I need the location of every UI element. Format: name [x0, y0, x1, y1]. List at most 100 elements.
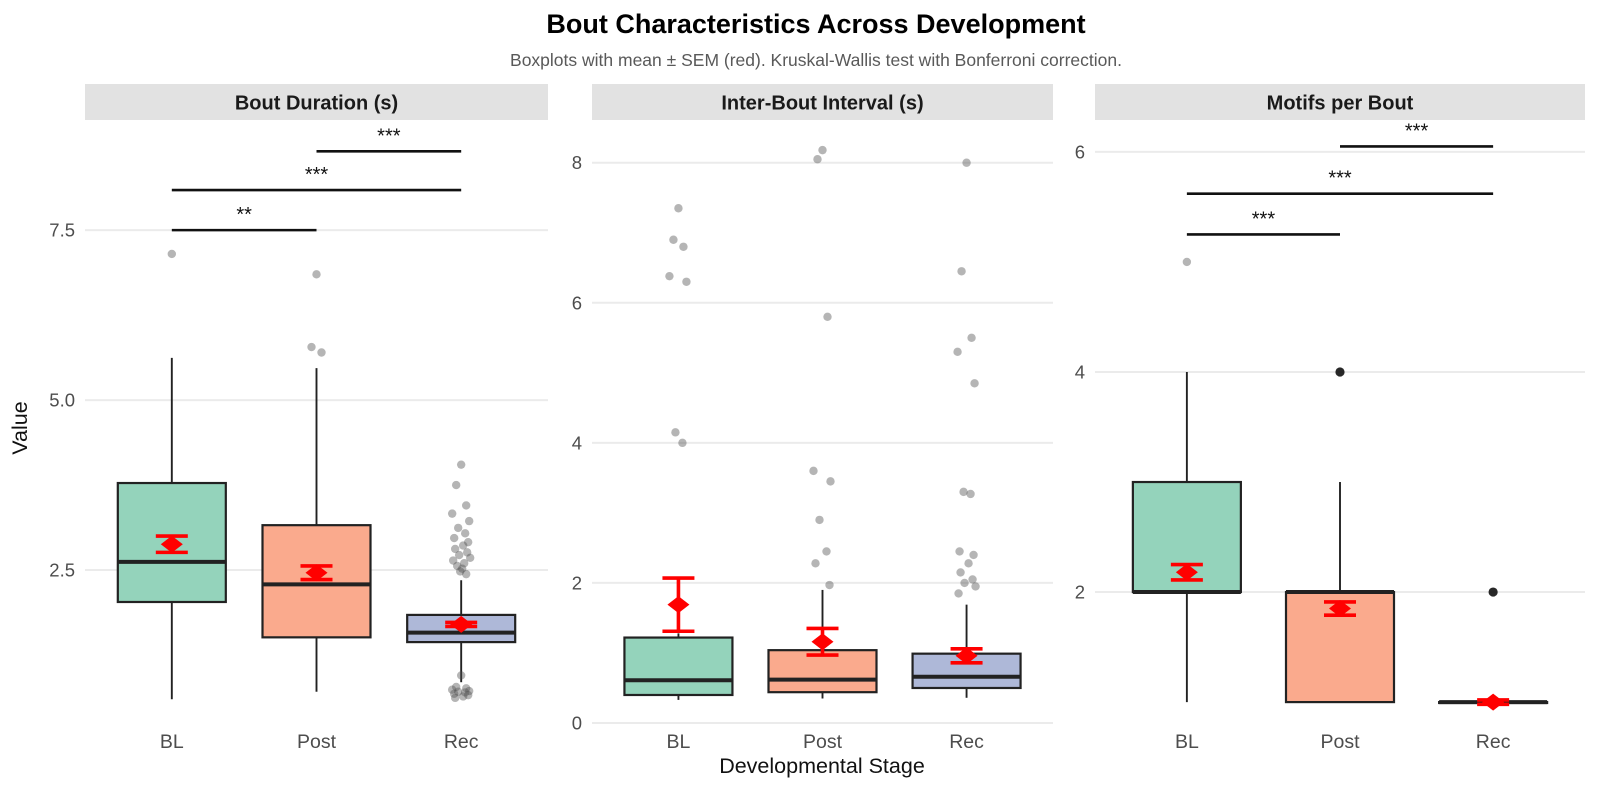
mean-diamond [1482, 693, 1505, 711]
mean-sem-marker [1477, 693, 1510, 711]
panel-strip [592, 84, 1053, 120]
significance-bar: *** [1186, 208, 1340, 236]
outlier-point [822, 547, 831, 556]
outlier-point [964, 559, 973, 568]
outlier-point [447, 685, 457, 694]
y-tick-label: 7.5 [49, 220, 75, 241]
mean-sem-marker [155, 534, 188, 555]
mean-diamond [811, 633, 834, 651]
x-tick-label: Rec [444, 731, 479, 753]
y-tick-label: 0 [572, 713, 582, 734]
mean-diamond [955, 647, 978, 665]
box-Post [1284, 367, 1396, 704]
outlier-point [449, 533, 459, 543]
panel-strip-title: Motifs per Bout [1267, 93, 1414, 115]
outlier-point [461, 684, 471, 693]
y-tick-label: 2 [572, 572, 582, 593]
outlier-point [813, 155, 822, 164]
outlier-point [462, 548, 472, 557]
significance-bar: *** [171, 164, 462, 192]
mean-diamond [1329, 600, 1351, 618]
outlier-point [955, 547, 964, 556]
outlier-point [957, 267, 966, 276]
outlier-point [450, 693, 460, 703]
outlier-point [826, 477, 835, 486]
outlier-point [458, 541, 468, 550]
outlier-point [678, 438, 687, 448]
chart-title: Bout Characteristics Across Development [546, 9, 1085, 39]
outlier-point [818, 145, 827, 155]
outlier-point-dark [1335, 367, 1345, 377]
outlier-point [823, 312, 832, 321]
outlier-point [809, 466, 818, 476]
outlier-point [815, 515, 824, 525]
outlier-point [954, 589, 963, 598]
box-BL [116, 249, 227, 700]
outlier-point [456, 460, 466, 469]
outlier-point [450, 544, 460, 554]
x-tick-label: BL [667, 731, 691, 753]
outlier-point [971, 582, 980, 591]
mean-diamond [450, 615, 473, 633]
panel-strip [1095, 84, 1585, 120]
outlier-point [465, 553, 475, 563]
mean-sem-marker [950, 646, 983, 665]
mean-sem-marker [662, 576, 695, 634]
outlier-point [665, 271, 674, 281]
iqr-box [623, 636, 734, 697]
outlier-point [449, 689, 459, 698]
panel-2: Inter-Bout Interval (s) 0 2 4 6 8 BL Post Rec [572, 84, 1053, 753]
outlier-point [456, 671, 466, 680]
outlier-point [451, 480, 461, 490]
mean-sem-marker [806, 626, 839, 657]
x-tick-label: BL [160, 731, 184, 753]
outlier-point [307, 342, 316, 352]
outlier-point [825, 580, 834, 590]
y-tick-label: 2.5 [49, 560, 75, 581]
significance-bar: *** [1186, 168, 1494, 196]
panel-strip [85, 84, 548, 120]
significance-stars: *** [1328, 168, 1352, 190]
mean-diamond [305, 564, 328, 582]
outlier-point [671, 428, 680, 437]
outlier-point [461, 569, 471, 579]
outlier-point [453, 523, 463, 533]
outlier-point [959, 487, 968, 497]
outlier-point [457, 564, 467, 573]
outlier-point-dark [1488, 587, 1498, 597]
outlier-point [463, 537, 473, 547]
outlier-point [962, 158, 971, 167]
y-tick-label: 5.0 [49, 390, 75, 411]
outlier-point [969, 550, 978, 560]
significance-bar: ** [171, 204, 317, 232]
outlier-point [448, 556, 458, 565]
outlier-point [453, 687, 463, 696]
significance-stars: *** [305, 164, 329, 186]
y-tick-label: 4 [1075, 361, 1085, 382]
significance-stars: *** [1405, 120, 1429, 142]
y-axis-title: Value [8, 401, 32, 454]
mean-sem-marker [300, 564, 333, 582]
significance-bar: *** [316, 125, 462, 153]
mean-sem-marker [445, 615, 478, 633]
y-tick-label: 6 [572, 292, 582, 313]
outlier-point [970, 379, 979, 388]
outlier-point [956, 568, 965, 577]
outlier-point [679, 242, 688, 251]
significance-stars: ** [236, 204, 252, 226]
box-Rec [406, 460, 517, 703]
chart-subtitle: Boxplots with mean ± SEM (red). Kruskal-… [510, 50, 1122, 70]
outlier-point [312, 270, 321, 279]
x-axis-title: Developmental Stage [719, 754, 925, 778]
panel-1: Bout Duration (s)2.55.07.5BL Post Rec*****… [49, 84, 548, 753]
panels-container: Bout Duration (s)2.55.07.5BL Post Rec*****… [49, 84, 1585, 753]
outlier-point [811, 559, 820, 568]
box-Rec [1438, 587, 1549, 711]
mean-diamond [160, 535, 183, 553]
y-tick-label: 8 [572, 152, 582, 173]
outlier-point [459, 559, 469, 568]
panel-3: Motifs per Bout 2 4 6 BL Post Rec *** *** *** [1075, 84, 1585, 753]
outlier-point [966, 489, 975, 499]
